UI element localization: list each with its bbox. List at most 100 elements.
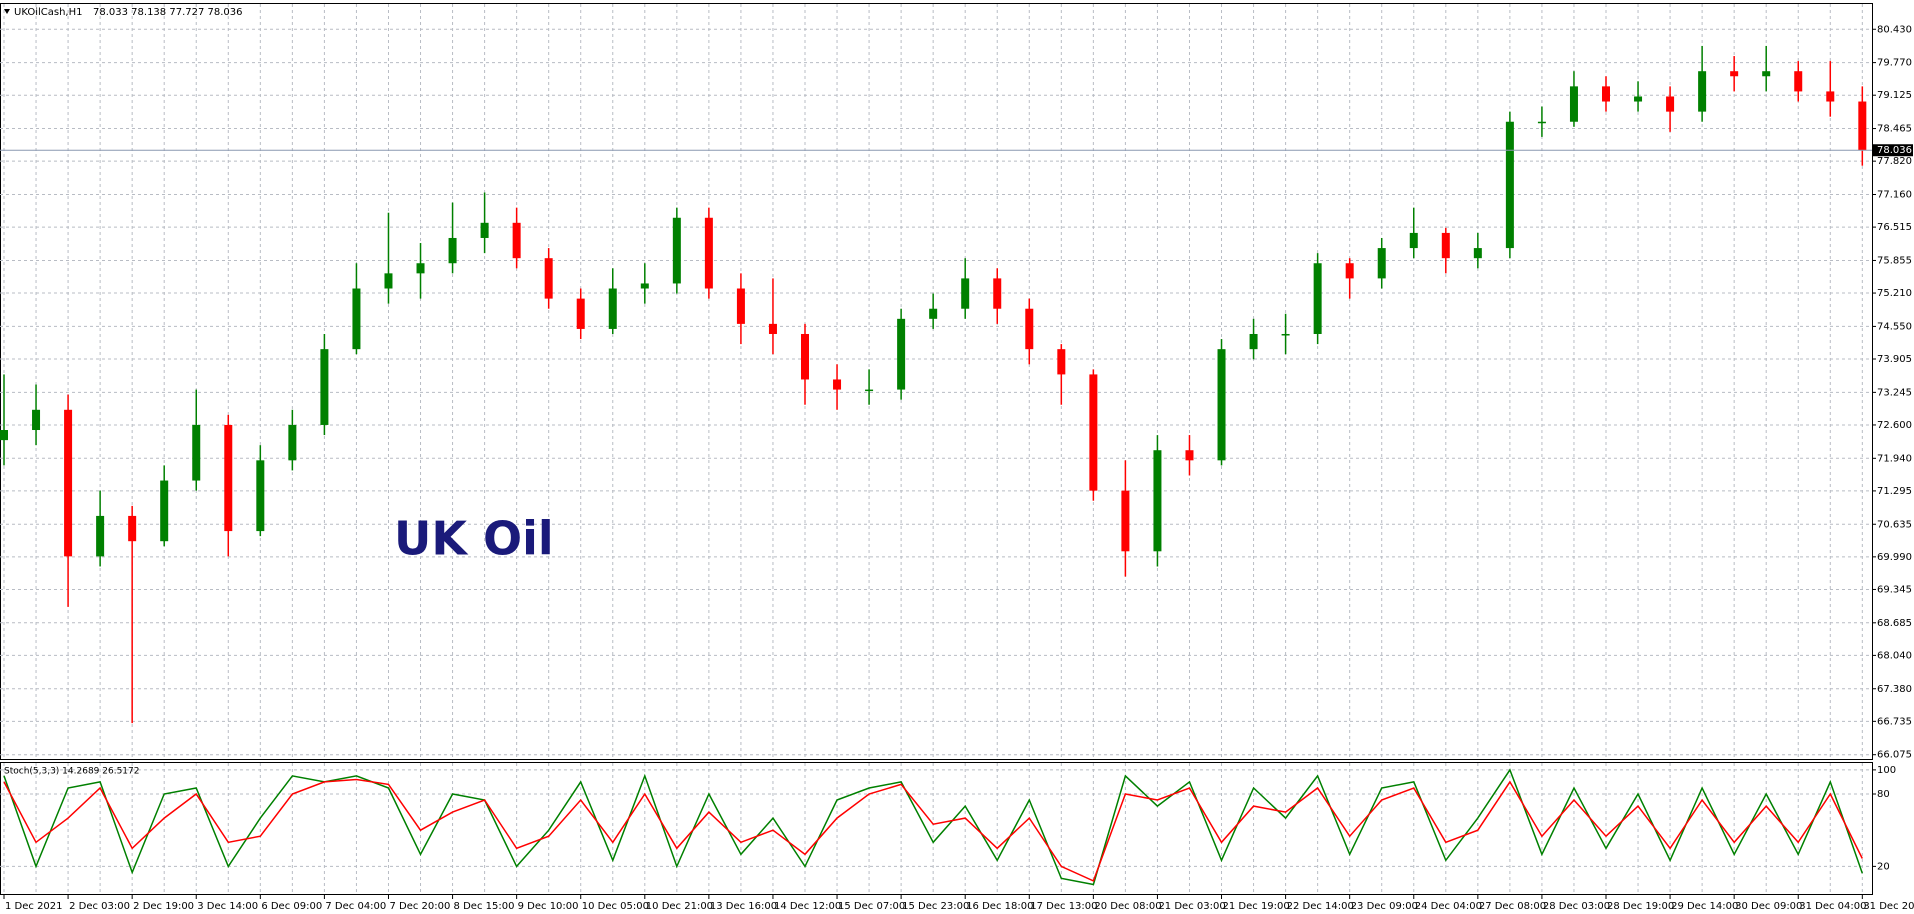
y-tick-label: 74.550 xyxy=(1877,321,1912,332)
y-tick-label: 20 xyxy=(1877,861,1890,872)
y-tick-label: 66.075 xyxy=(1877,750,1912,761)
x-tick-label: 8 Dec 15:00 xyxy=(454,901,515,912)
candle-body xyxy=(1153,450,1162,552)
x-tick-label: 28 Dec 03:00 xyxy=(1543,901,1610,912)
y-tick-label: 69.345 xyxy=(1877,584,1912,595)
candle-body xyxy=(1569,86,1578,122)
candle-body xyxy=(256,460,265,532)
y-tick-label: 100 xyxy=(1877,765,1896,776)
x-tick-label: 16 Dec 18:00 xyxy=(966,901,1033,912)
candle-body xyxy=(1666,96,1675,112)
x-tick-label: 10 Dec 21:00 xyxy=(646,901,713,912)
x-tick-label: 24 Dec 04:00 xyxy=(1415,901,1482,912)
candle-body xyxy=(576,298,585,329)
candle-body xyxy=(1730,71,1739,77)
x-tick-label: 1 Dec 2021 xyxy=(5,901,63,912)
candle-body xyxy=(1249,333,1258,350)
candle-body xyxy=(1826,91,1835,102)
x-tick-label: 27 Dec 08:00 xyxy=(1479,901,1546,912)
current-price-box xyxy=(1873,144,1913,157)
y-tick-label: 78.465 xyxy=(1877,124,1912,135)
y-tick-label: 67.380 xyxy=(1877,684,1912,695)
candle-body xyxy=(1377,248,1386,279)
menu-icon[interactable] xyxy=(4,9,10,14)
candle-body xyxy=(929,308,938,319)
candle-body xyxy=(320,349,329,425)
candle-body xyxy=(160,480,169,542)
stoch-line xyxy=(3,768,1864,886)
candle-body xyxy=(1473,248,1482,259)
y-tick-label: 73.245 xyxy=(1877,387,1912,398)
current-price-label: 78.036 xyxy=(1877,145,1912,156)
candle-body xyxy=(1698,71,1707,112)
candle-body xyxy=(352,288,361,350)
candle-body xyxy=(1089,374,1098,491)
stoch-title: Stoch(5,3,3) 14.2689 26.5172 xyxy=(4,767,139,777)
grid xyxy=(0,4,1872,894)
stoch-line xyxy=(3,778,1863,882)
y-tick-label: 71.940 xyxy=(1877,453,1912,464)
candle-body xyxy=(801,333,809,380)
candle-body xyxy=(736,288,745,324)
x-tick-label: 2 Dec 03:00 xyxy=(69,901,130,912)
main-panel xyxy=(0,3,1873,760)
y-tick-label: 68.040 xyxy=(1877,650,1912,661)
candle-body xyxy=(993,278,1002,309)
x-tick-label: 13 Dec 16:00 xyxy=(710,901,777,912)
candle-body xyxy=(128,515,137,542)
y-tick-label: 76.515 xyxy=(1877,222,1912,233)
candle-body xyxy=(512,222,521,259)
candle-body xyxy=(672,217,681,284)
y-tick-label: 73.905 xyxy=(1877,354,1912,365)
candle-body xyxy=(1345,263,1354,279)
annotation: UK Oil xyxy=(394,512,554,566)
x-tick-label: 6 Dec 09:00 xyxy=(261,901,322,912)
y-tick-label: 77.820 xyxy=(1877,156,1912,167)
x-tick-label: 21 Dec 03:00 xyxy=(1158,901,1225,912)
candle-body xyxy=(608,288,617,329)
candle-body xyxy=(544,258,553,299)
candle-body xyxy=(704,217,713,289)
candle-body xyxy=(1441,232,1450,259)
candle-body xyxy=(1057,349,1066,375)
x-tick-label: 29 Dec 14:00 xyxy=(1671,901,1738,912)
y-tick-label: 69.990 xyxy=(1877,552,1912,563)
y-tick-label: 77.160 xyxy=(1877,190,1912,201)
x-tick-label: 21 Dec 19:00 xyxy=(1223,901,1290,912)
candle-body xyxy=(448,237,457,264)
x-tick-label: 30 Dec 09:00 xyxy=(1735,901,1802,912)
candle-body xyxy=(416,263,425,274)
x-tick-label: 23 Dec 09:00 xyxy=(1351,901,1418,912)
x-tick-label: 7 Dec 04:00 xyxy=(325,901,386,912)
candle-body xyxy=(865,389,874,392)
x-tick-label: 3 Dec 14:00 xyxy=(197,901,258,912)
x-tick-label: 10 Dec 05:00 xyxy=(582,901,649,912)
candle-body xyxy=(1634,96,1643,102)
candle-body xyxy=(1537,121,1546,124)
candle-body xyxy=(32,409,41,431)
marks xyxy=(0,45,1872,886)
x-tick-label: 31 Dec 04:00 xyxy=(1799,901,1866,912)
ohlc-text: 78.033 78.138 77.727 78.036 xyxy=(93,7,243,18)
candle-body xyxy=(1762,71,1771,77)
x-tick-label: 20 Dec 08:00 xyxy=(1094,901,1161,912)
candle-body xyxy=(1602,86,1610,102)
x-tick-label: 2 Dec 19:00 xyxy=(133,901,194,912)
candle-body xyxy=(1121,490,1130,552)
candle-body xyxy=(480,222,489,238)
x-tick-label: 31 Dec 20:00 xyxy=(1863,901,1914,912)
candle-body xyxy=(1025,308,1034,350)
candle-body xyxy=(384,273,393,289)
x-tick-label: 7 Dec 20:00 xyxy=(389,901,450,912)
candle-body xyxy=(833,379,842,390)
candle-body xyxy=(64,409,73,557)
candle-body xyxy=(1858,101,1867,151)
y-tick-label: 70.635 xyxy=(1877,519,1912,530)
x-tick-label: 14 Dec 12:00 xyxy=(774,901,841,912)
candle-body xyxy=(0,430,8,441)
candle-body xyxy=(1313,263,1322,334)
candle-body xyxy=(897,318,906,390)
candle-body xyxy=(1217,349,1226,461)
